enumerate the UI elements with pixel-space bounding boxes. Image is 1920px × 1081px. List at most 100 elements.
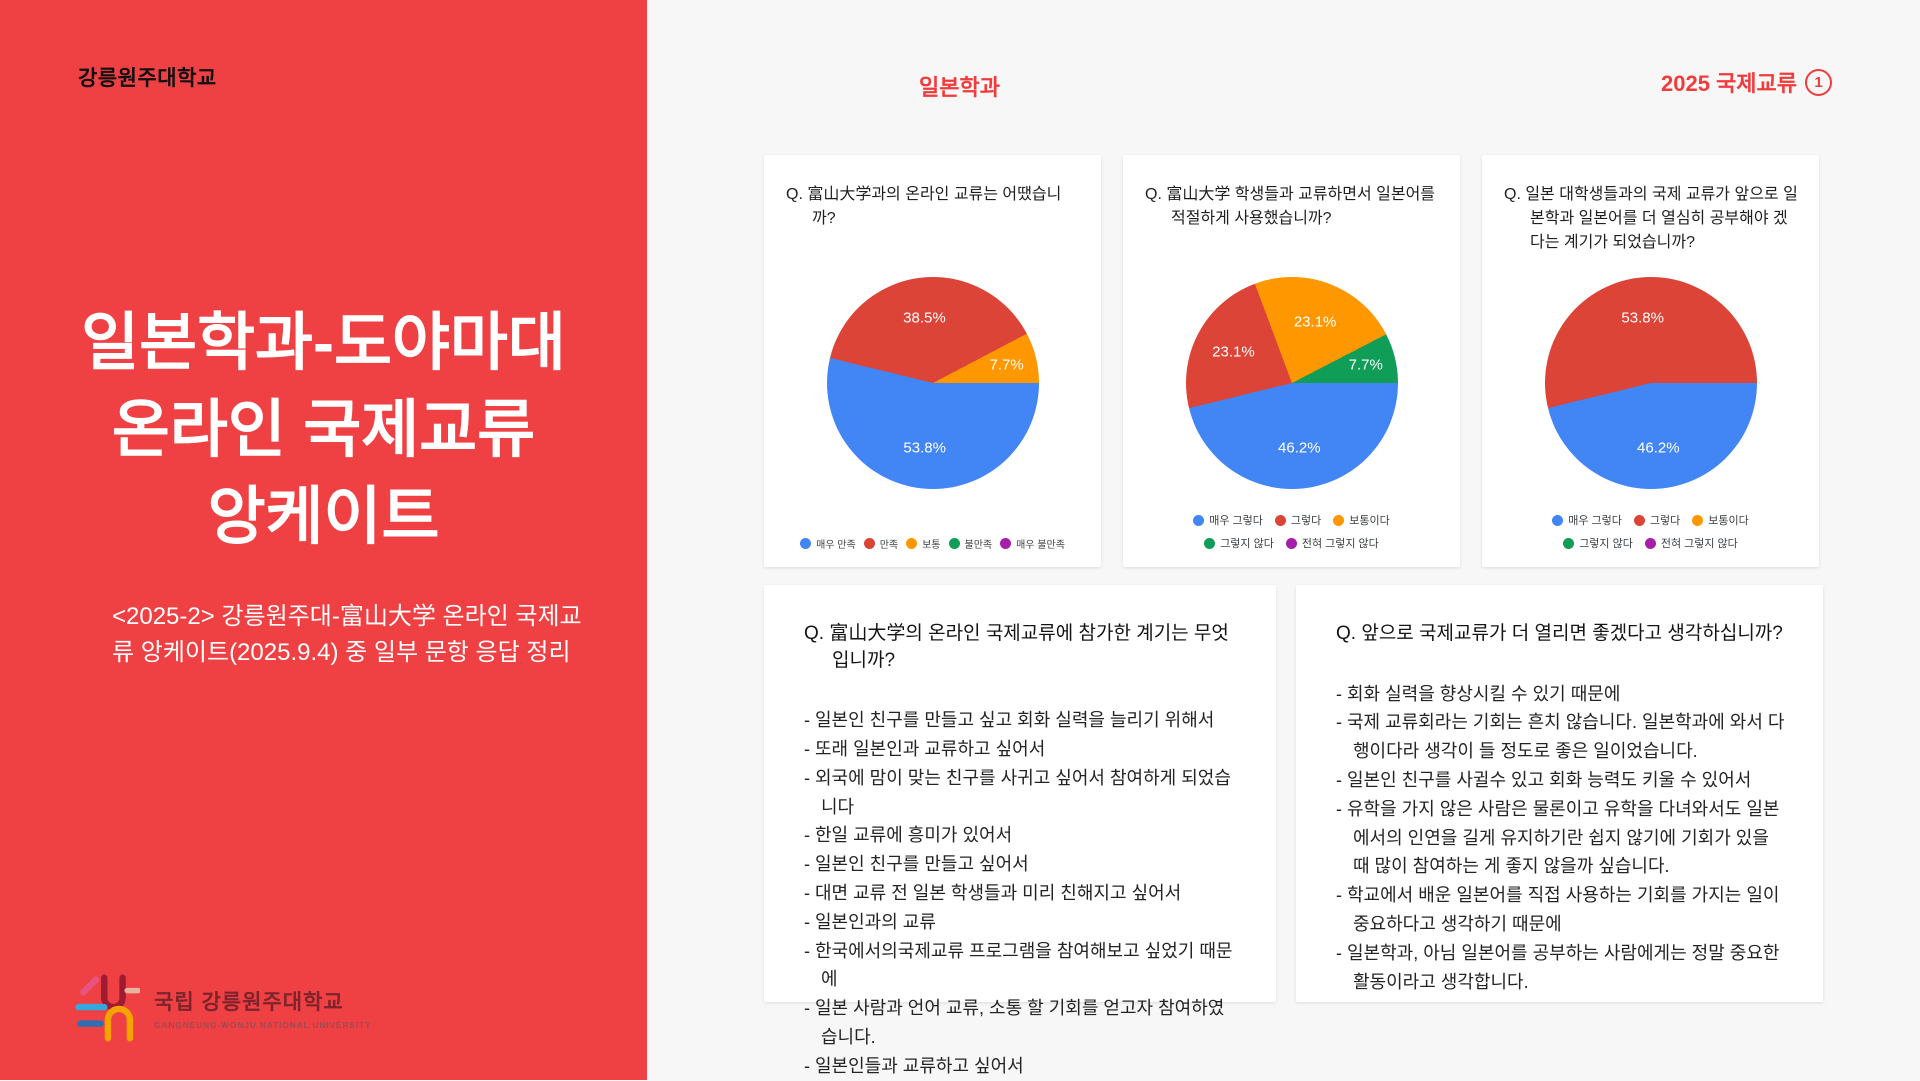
pie-slice-label: 53.8% — [1621, 309, 1664, 327]
chart-legend: 매우 만족 만족 보통 불만족 매우 불만족 — [764, 536, 1101, 551]
legend-dot-icon — [1204, 537, 1216, 549]
chart-question: Q. 富山大学과의 온라인 교류는 어땠습니까? — [786, 186, 1062, 227]
legend-dot-icon — [1633, 514, 1645, 526]
legend-item: 그렇지 않다 — [1204, 535, 1274, 551]
charts-row: Q. 富山大学과의 온라인 교류는 어땠습니까? 53.8% 38.5% 7.7% … — [764, 155, 1819, 567]
legend-dot-icon — [1552, 514, 1564, 526]
chart-question: Q. 일본 대학생들과의 국제 교류가 앞으로 일본학과 일본어를 더 열심히 … — [1504, 186, 1798, 251]
legend-label: 매우 그렇다 — [1209, 515, 1263, 527]
department-label: 일본학과 — [919, 75, 1000, 100]
pie-graphic: 46.2% 53.8% — [1544, 277, 1757, 489]
answer-item: - 국제 교류회라는 기회는 흔치 않습니다. 일본학과에 와서 다행이다라 생… — [1336, 712, 1785, 762]
qa-card-future-exchange: Q. 앞으로 국제교류가 더 열리면 좋겠다고 생각하십니까? - 회화 실력을… — [1296, 585, 1823, 1002]
qa-question: Q. 앞으로 국제교류가 더 열리면 좋겠다고 생각하십니까? — [1336, 623, 1783, 644]
legend-label: 보통이다 — [1349, 515, 1390, 527]
legend-item: 그렇다 — [1274, 512, 1322, 528]
qa-answers: - 회화 실력을 향상시킬 수 있기 때문에 - 국제 교류회라는 기회는 흔치 … — [1336, 680, 1787, 997]
pie-slice-label: 7.7% — [1348, 356, 1383, 374]
legend-dot-icon — [1692, 514, 1704, 526]
legend-label: 매우 불만족 — [1016, 540, 1065, 551]
legend-dot-icon — [1333, 514, 1345, 526]
legend-dot-icon — [1285, 537, 1297, 549]
answer-item: - 일본인 친구를 만들고 싶어서 — [804, 854, 1029, 875]
chart-question: Q. 富山大学 학생들과 교류하면서 일본어를 적절하게 사용했습니까? — [1145, 186, 1436, 227]
legend-label: 보통 — [922, 540, 941, 551]
legend-item: 그렇지 않다 — [1563, 535, 1633, 551]
pie-slice-label: 46.2% — [1637, 439, 1680, 457]
legend-label: 그렇다 — [1649, 515, 1681, 527]
answer-item: - 일본인과의 교류 — [804, 911, 936, 932]
pie-chart-card-japanese-usage: Q. 富山大学 학생들과 교류하면서 일본어를 적절하게 사용했습니까? 46.… — [1123, 155, 1460, 567]
qa-question: Q. 富山大学의 온라인 국제교류에 참가한 계기는 무엇입니까? — [804, 623, 1229, 671]
legend-label: 전혀 그렇지 않다 — [1660, 538, 1738, 550]
slide-title-line: 온라인 국제교류 — [111, 394, 536, 465]
university-logo: 국립 강릉원주대학교 GANGNEUNG-WONJU NATIONAL UNIV… — [74, 970, 372, 1046]
pie-chart: 53.8% 38.5% 7.7% — [826, 277, 1039, 489]
legend-item: 보통 — [906, 536, 941, 551]
legend-dot-icon — [1644, 537, 1656, 549]
answer-item: - 회화 실력을 향상시킬 수 있기 때문에 — [1336, 683, 1621, 704]
slide-title-line: 일본학과-도야마대 — [81, 308, 566, 378]
pie-slice-label: 53.8% — [903, 439, 946, 457]
legend-item: 매우 그렇다 — [1552, 512, 1622, 528]
pie-graphic: 46.2% 23.1% 23.1% 7.7% — [1185, 277, 1398, 489]
legend-label: 전혀 그렇지 않다 — [1301, 538, 1379, 550]
legend-item: 매우 불만족 — [1000, 536, 1065, 551]
answer-item: - 또래 일본인과 교류하고 싶어서 — [804, 738, 1046, 759]
legend-item: 보통이다 — [1333, 512, 1390, 528]
answer-item: - 일본인 친구를 사귈수 있고 회화 능력도 키울 수 있어서 — [1336, 769, 1752, 790]
answer-item: - 일본인 친구를 만들고 싶고 회화 실력을 늘리기 위해서 — [804, 710, 1215, 731]
university-logo-text: 국립 강릉원주대학교 GANGNEUNG-WONJU NATIONAL UNIV… — [154, 986, 372, 1030]
pie-slice-label: 46.2% — [1278, 439, 1321, 457]
legend-item: 그렇다 — [1633, 512, 1681, 528]
legend-label: 매우 만족 — [816, 540, 856, 551]
legend-item: 전혀 그렇지 않다 — [1644, 535, 1738, 551]
legend-dot-icon — [1000, 538, 1012, 549]
slide-title: 일본학과-도야마대 온라인 국제교류 앙케이트 — [0, 0, 647, 561]
legend-label: 불만족 — [964, 540, 993, 551]
pie-chart: 46.2% 53.8% — [1544, 277, 1757, 489]
answer-item: - 일본인들과 교류하고 싶어서 — [804, 1055, 1024, 1076]
circled-one-icon: 1 — [1805, 68, 1832, 96]
pie-chart-card-study-motivation: Q. 일본 대학생들과의 국제 교류가 앞으로 일본학과 일본어를 더 열심히 … — [1482, 155, 1819, 567]
answer-item: - 일본학과, 아님 일본어를 공부하는 사람에게는 정말 중요한 활동이라고 … — [1336, 942, 1780, 992]
legend-label: 보통이다 — [1708, 515, 1749, 527]
pie-chart: 46.2% 23.1% 23.1% 7.7% — [1185, 277, 1398, 489]
pie-slice-label: 7.7% — [989, 356, 1024, 374]
legend-label: 만족 — [879, 540, 899, 551]
legend-dot-icon — [863, 538, 875, 549]
legend-dot-icon — [800, 538, 812, 549]
pie-chart-card-satisfaction: Q. 富山大学과의 온라인 교류는 어땠습니까? 53.8% 38.5% 7.7% … — [764, 155, 1101, 567]
logo-english-text: GANGNEUNG-WONJU NATIONAL UNIVERSITY — [154, 1020, 372, 1030]
left-panel: 강릉원주대학교 일본학과-도야마대 온라인 국제교류 앙케이트 <2025-2>… — [0, 0, 647, 1080]
qa-answers: - 일본인 친구를 만들고 싶고 회화 실력을 늘리기 위해서 - 또래 일본인과… — [804, 706, 1240, 1080]
answer-item: - 유학을 가지 않은 사람은 물론이고 유학을 다녀와서도 일본에서의 인연을… — [1336, 798, 1780, 877]
legend-label: 그렇지 않다 — [1220, 538, 1274, 550]
slide-subtitle: <2025-2> 강릉원주대-富山大学 온라인 국제교류 앙케이트(2025.9… — [112, 602, 582, 666]
answer-item: - 일본 사람과 언어 교류, 소통 할 기회를 얻고자 참여하였습니다. — [804, 998, 1225, 1047]
legend-item: 보통이다 — [1692, 512, 1749, 528]
qa-card-participation-reason: Q. 富山大学의 온라인 국제교류에 참가한 계기는 무엇입니까? - 일본인 … — [764, 585, 1276, 1076]
legend-item: 매우 만족 — [800, 536, 856, 551]
university-name: 강릉원주대학교 — [78, 67, 217, 90]
legend-dot-icon — [1563, 537, 1575, 549]
answer-item: - 한일 교류에 흥미가 있어서 — [804, 825, 1013, 846]
qa-row: Q. 富山大学의 온라인 국제교류에 참가한 계기는 무엇입니까? - 일본인 … — [764, 585, 1823, 1076]
pie-slice-label: 23.1% — [1293, 313, 1337, 331]
answer-item: - 학교에서 배운 일본어를 직접 사용하는 기회를 가지는 일이 중요하다고 … — [1336, 885, 1780, 934]
legend-label: 매우 그렇다 — [1568, 515, 1622, 527]
exchange-badge: 2025 국제교류 1 — [1661, 66, 1832, 98]
slide-title-line: 앙케이트 — [207, 481, 440, 552]
legend-item: 전혀 그렇지 않다 — [1285, 535, 1379, 551]
legend-label: 그렇다 — [1290, 515, 1322, 527]
legend-dot-icon — [1274, 514, 1286, 526]
content-area: 일본학과 2025 국제교류 1 Q. 富山大学과의 온라인 교류는 어땠습니까… — [647, 0, 1920, 1080]
legend-item: 매우 그렇다 — [1193, 512, 1263, 528]
legend-item: 만족 — [863, 536, 899, 551]
logo-korean-text: 국립 강릉원주대학교 — [154, 991, 344, 1014]
legend-dot-icon — [948, 538, 960, 549]
pie-slice-label: 38.5% — [903, 309, 946, 327]
